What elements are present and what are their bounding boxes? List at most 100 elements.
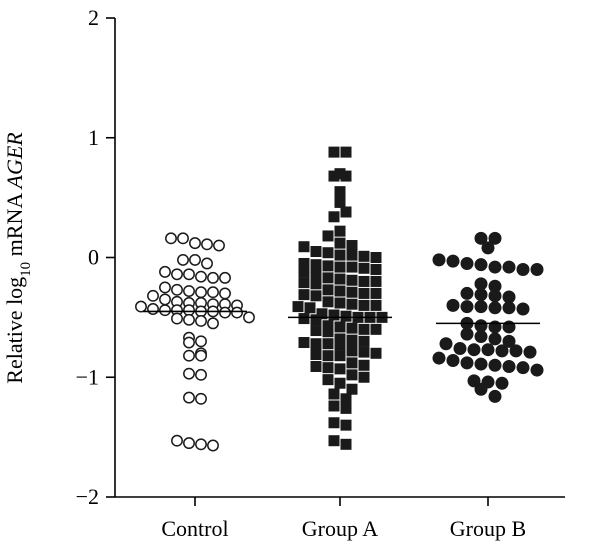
- data-point-open-circle: [177, 253, 189, 266]
- data-point-open-circle: [171, 312, 183, 325]
- data-point-open-circle: [189, 237, 201, 250]
- data-point-square: [340, 170, 352, 182]
- data-point-open-circle: [171, 434, 183, 447]
- data-point-filled-circle: [460, 356, 474, 370]
- data-point-square: [298, 257, 310, 269]
- data-point-open-circle: [171, 283, 183, 296]
- data-point-square: [310, 348, 322, 360]
- data-point-square: [340, 438, 352, 450]
- data-point-open-circle: [183, 285, 195, 297]
- data-point-square: [346, 322, 358, 334]
- data-point-filled-circle: [439, 337, 453, 351]
- data-point-square: [358, 346, 370, 358]
- data-point-square: [316, 308, 328, 320]
- data-point-open-circle: [183, 313, 195, 326]
- data-point-square: [322, 284, 334, 296]
- data-point-open-circle: [147, 303, 159, 315]
- data-point-open-circle: [195, 315, 207, 327]
- data-point-square: [322, 296, 334, 308]
- data-point-filled-circle: [488, 231, 502, 245]
- data-point-square: [358, 359, 370, 371]
- data-point-square: [370, 252, 382, 263]
- data-point-open-circle: [219, 271, 231, 284]
- x-category-labels: Control Group A Group B: [161, 497, 526, 541]
- data-point-square: [328, 146, 340, 158]
- data-point-open-circle: [195, 270, 207, 283]
- data-point-square: [358, 262, 370, 274]
- data-point-square: [334, 350, 346, 362]
- data-point-filled-circle: [488, 289, 502, 303]
- data-point-square: [358, 371, 370, 383]
- data-point-filled-circle: [460, 300, 474, 314]
- data-point-square: [298, 266, 310, 278]
- data-point-square: [328, 388, 340, 400]
- data-points: [135, 146, 544, 452]
- data-point-square: [322, 272, 334, 284]
- data-point-open-circle: [195, 368, 207, 381]
- data-point-filled-circle: [467, 343, 481, 357]
- data-point-open-circle: [183, 391, 195, 404]
- data-point-square: [322, 326, 334, 338]
- data-point-square: [322, 247, 334, 259]
- data-point-square: [334, 273, 346, 285]
- data-point-square: [310, 259, 322, 271]
- data-point-filled-circle: [516, 302, 530, 316]
- data-point-square: [370, 323, 382, 335]
- data-point-filled-circle: [488, 301, 502, 315]
- data-point-filled-circle: [474, 330, 488, 344]
- data-point-filled-circle: [488, 320, 502, 334]
- data-point-square: [322, 320, 334, 332]
- data-point-square: [346, 383, 358, 395]
- data-point-filled-circle: [516, 361, 530, 375]
- data-point-square: [298, 289, 310, 301]
- data-point-open-circle: [207, 317, 219, 330]
- data-point-square: [370, 287, 382, 299]
- data-point-square: [334, 333, 346, 345]
- data-point-open-circle: [207, 439, 219, 452]
- data-point-open-circle: [213, 239, 225, 252]
- data-point-square: [358, 335, 370, 347]
- data-point-filled-circle: [488, 279, 502, 293]
- data-point-filled-circle: [474, 288, 488, 302]
- data-point-filled-circle: [474, 231, 488, 245]
- data-point-open-circle: [201, 257, 213, 270]
- data-point-filled-circle: [502, 260, 516, 274]
- data-point-square: [346, 345, 358, 357]
- data-point-square: [322, 374, 334, 386]
- data-point-open-circle: [195, 349, 207, 362]
- data-point-square: [334, 261, 346, 273]
- data-point-square: [322, 260, 334, 272]
- data-point-filled-circle: [488, 389, 502, 403]
- data-point-square: [358, 250, 370, 262]
- data-point-square: [346, 240, 358, 252]
- data-point-open-circle: [147, 289, 159, 302]
- data-point-square: [310, 278, 322, 290]
- y-tick-label: −1: [76, 364, 99, 389]
- data-point-square: [358, 323, 370, 335]
- data-point-square: [346, 261, 358, 273]
- data-point-square: [304, 302, 316, 314]
- data-point-filled-circle: [481, 241, 495, 255]
- data-point-filled-circle: [474, 319, 488, 333]
- data-point-open-circle: [219, 287, 231, 300]
- data-point-filled-circle: [460, 256, 474, 270]
- x-category-label: Group B: [450, 516, 526, 541]
- data-point-filled-circle: [432, 351, 446, 365]
- data-point-filled-circle: [474, 300, 488, 314]
- data-point-open-circle: [183, 367, 195, 380]
- data-point-square: [370, 347, 382, 359]
- data-point-filled-circle: [502, 290, 516, 304]
- data-point-square: [328, 435, 340, 447]
- data-point-square: [310, 246, 322, 258]
- data-point-open-circle: [183, 437, 195, 450]
- data-point-filled-circle: [474, 277, 488, 291]
- data-point-filled-circle: [516, 262, 530, 276]
- data-point-filled-circle: [509, 344, 523, 358]
- data-point-square: [370, 263, 382, 275]
- data-point-open-circle: [195, 286, 207, 299]
- data-point-filled-circle: [488, 358, 502, 372]
- data-point-square: [310, 290, 322, 302]
- data-point-filled-circle: [474, 382, 488, 396]
- data-point-square: [298, 337, 310, 349]
- data-point-square: [340, 310, 352, 322]
